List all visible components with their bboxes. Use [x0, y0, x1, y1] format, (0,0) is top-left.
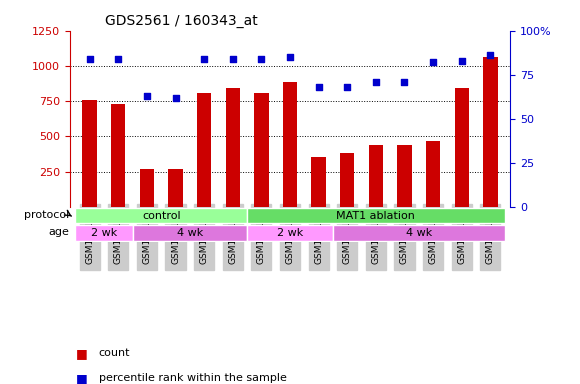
Text: 2 wk: 2 wk [91, 228, 117, 238]
FancyBboxPatch shape [247, 208, 505, 223]
FancyBboxPatch shape [133, 225, 247, 241]
Bar [340, 152, 354, 207]
Bar [168, 169, 183, 207]
Bar [82, 100, 97, 207]
Bar [254, 93, 269, 207]
FancyBboxPatch shape [75, 225, 133, 241]
Text: protocol: protocol [24, 210, 69, 220]
Point [228, 56, 237, 62]
Point [114, 56, 123, 62]
Point [85, 56, 95, 62]
Point [314, 84, 323, 90]
Point [142, 93, 151, 99]
Text: 2 wk: 2 wk [277, 228, 303, 238]
Bar [311, 157, 326, 207]
Point [343, 84, 352, 90]
FancyBboxPatch shape [333, 225, 505, 241]
Text: age: age [48, 227, 69, 237]
Bar [111, 104, 125, 207]
Text: percentile rank within the sample: percentile rank within the sample [99, 373, 287, 383]
Bar [369, 146, 383, 207]
Bar [226, 88, 240, 207]
Bar [397, 145, 412, 207]
Point [400, 79, 409, 85]
Text: control: control [142, 210, 180, 220]
Point [285, 54, 295, 60]
Bar [140, 169, 154, 207]
Text: ■: ■ [75, 372, 87, 384]
Text: ■: ■ [75, 347, 87, 360]
Text: GDS2561 / 160343_at: GDS2561 / 160343_at [105, 14, 258, 28]
Point [429, 59, 438, 65]
Bar [283, 82, 297, 207]
Point [171, 94, 180, 101]
Bar [483, 57, 498, 207]
Bar [197, 93, 211, 207]
Text: count: count [99, 348, 130, 358]
Point [200, 56, 209, 62]
Text: 4 wk: 4 wk [405, 228, 432, 238]
Bar [426, 141, 440, 207]
Point [371, 79, 380, 85]
Text: MAT1 ablation: MAT1 ablation [336, 210, 415, 220]
FancyBboxPatch shape [247, 225, 333, 241]
Point [485, 52, 495, 58]
Point [257, 56, 266, 62]
Point [457, 58, 466, 64]
FancyBboxPatch shape [75, 208, 247, 223]
Bar [455, 88, 469, 207]
Text: 4 wk: 4 wk [177, 228, 203, 238]
